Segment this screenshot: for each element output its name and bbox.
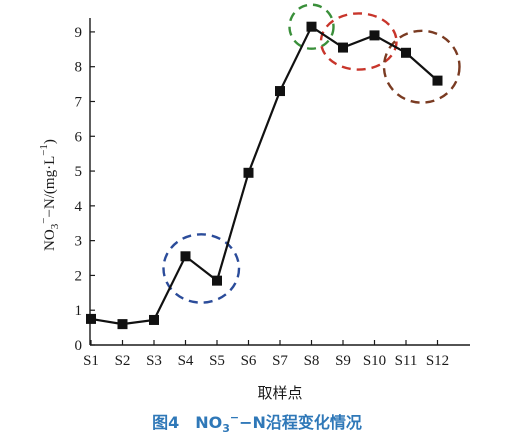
y-label-mid: −N/(mg·L bbox=[42, 156, 58, 218]
caption-suffix: −N沿程变化情况 bbox=[239, 413, 362, 432]
data-point bbox=[212, 275, 222, 286]
figure-caption: 图4 NO3−−N沿程变化情况 bbox=[152, 411, 362, 435]
x-tick-label: S1 bbox=[83, 353, 99, 369]
y-axis-label: NO3−−N/(mg·L−1) bbox=[38, 139, 61, 251]
highlight-ring bbox=[319, 12, 398, 71]
axes: 0 1 2 3 4 5 6 7 8 9 S1 S2 S3 S4 S5 S6 S7 S8 S9 S10 S11 S12 bbox=[75, 18, 470, 369]
highlight-ring bbox=[162, 233, 241, 304]
x-tick-label: S10 bbox=[363, 353, 386, 369]
caption-subscript: 3 bbox=[222, 422, 230, 435]
y-tick-label: 1 bbox=[75, 303, 83, 319]
y-tick-label: 2 bbox=[75, 268, 83, 284]
y-tick-label: 9 bbox=[75, 25, 83, 41]
data-point bbox=[401, 47, 411, 58]
x-tick-label: S2 bbox=[115, 353, 131, 369]
y-label-subscript: 3 bbox=[49, 223, 61, 229]
y-label-superscript: − bbox=[38, 218, 50, 224]
highlight-ring bbox=[288, 3, 335, 50]
y-label-superscript-2: −1 bbox=[38, 144, 50, 156]
data-point bbox=[432, 75, 443, 86]
y-label-suffix: ) bbox=[42, 139, 58, 144]
x-axis-label: 取样点 bbox=[257, 384, 302, 402]
y-tick-label: 4 bbox=[75, 199, 83, 215]
data-point bbox=[369, 30, 380, 41]
x-tick-label: S3 bbox=[146, 353, 162, 369]
highlight-ring bbox=[382, 29, 461, 104]
y-tick-label: 5 bbox=[75, 164, 83, 180]
x-tick-label: S4 bbox=[178, 353, 194, 369]
y-tick-label: 0 bbox=[75, 338, 83, 354]
series bbox=[86, 21, 443, 330]
x-tick-label: S11 bbox=[395, 353, 418, 369]
caption-prefix: 图4 NO bbox=[152, 413, 222, 432]
x-tick-label: S5 bbox=[209, 353, 225, 369]
data-point bbox=[149, 314, 159, 325]
x-tick-label: S7 bbox=[272, 353, 288, 369]
data-point bbox=[117, 319, 128, 330]
x-tick-label: S12 bbox=[426, 353, 449, 369]
y-tick-label: 3 bbox=[75, 234, 83, 250]
data-point bbox=[275, 86, 285, 97]
data-point bbox=[306, 21, 317, 32]
x-tick-label: S9 bbox=[335, 353, 351, 369]
y-tick-label: 8 bbox=[75, 60, 83, 76]
data-point bbox=[86, 313, 96, 324]
y-label-prefix: NO bbox=[42, 229, 58, 251]
data-point bbox=[243, 167, 254, 178]
y-tick-label: 7 bbox=[75, 94, 83, 110]
x-tick-label: S8 bbox=[304, 353, 320, 369]
caption-superscript: − bbox=[230, 411, 239, 424]
data-point bbox=[180, 251, 191, 262]
y-tick-label: 6 bbox=[75, 129, 83, 145]
highlight-rings bbox=[162, 3, 461, 304]
data-point bbox=[338, 42, 348, 53]
series-line bbox=[90, 25, 439, 326]
x-tick-label: S6 bbox=[241, 353, 257, 369]
